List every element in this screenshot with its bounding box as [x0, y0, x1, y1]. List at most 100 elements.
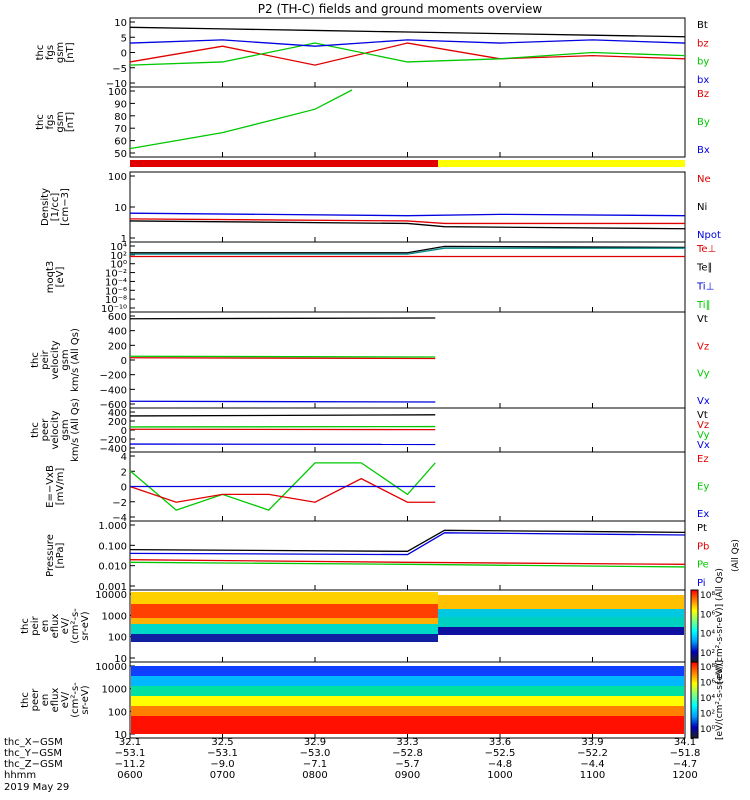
footer-value-z: −9.0: [210, 759, 234, 770]
ytick-label-peir-velocity: −400: [100, 385, 127, 396]
legend-density: Ni: [697, 202, 707, 213]
ylabel-pressure: [nPa]: [55, 542, 66, 568]
ylabel-peir-eflux: (cm²-s-: [70, 608, 81, 644]
legend-pressure: Pb: [697, 541, 709, 552]
series-pressure-Pt: [129, 529, 686, 552]
legend-temperature: Te⊥: [696, 244, 716, 255]
footer-value-x: 32.9: [304, 737, 326, 748]
spectro-band: [438, 617, 684, 627]
footer-value-z: −5.7: [395, 759, 419, 770]
ylabel-peer-eflux: eV/: [60, 691, 71, 708]
footer-value-z: −4.7: [673, 759, 697, 770]
footer-value-t: 0900: [395, 770, 420, 781]
series-peir-velocity-Vz: [129, 357, 436, 360]
ytick-label-peir-eflux: 100: [108, 633, 127, 644]
footer-value-y: −53.1: [207, 748, 238, 759]
ytick-label-peer-velocity: 200: [108, 417, 127, 428]
ytick-label-fgs-gsm-uncal: 100: [108, 87, 127, 98]
legend-efield: Ez: [697, 454, 709, 465]
ytick-label-fgs-gsm: −5: [112, 64, 127, 75]
footer-value-x: 32.1: [119, 737, 141, 748]
ylabel-peer-eflux: peer: [30, 688, 41, 712]
ylabel-peer-velocity: thc: [30, 422, 41, 438]
legend-efield: Ex: [697, 509, 709, 520]
ytick-label-efield: −4: [112, 513, 127, 524]
ytick-label-fgs-gsm-uncal: 80: [114, 112, 127, 123]
ylabel-fgs-gsm: [nT]: [65, 42, 76, 62]
ylabel-pressure: Pressure: [45, 534, 56, 577]
ytick-label-peir-velocity: 200: [108, 341, 127, 352]
colorbar-tick-peir-eflux: 10⁸: [700, 591, 715, 601]
legend-fgs-gsm: bx: [697, 75, 709, 86]
footer-value-z: −4.8: [488, 759, 512, 770]
ytick-label-peir-velocity: 400: [108, 327, 127, 338]
spectro-band: [131, 706, 684, 716]
colorbar-tick-peer-eflux: 10⁸: [700, 663, 715, 673]
legend-fgs-gsm: Bt: [697, 20, 708, 31]
ytick-label-pressure: 0.010: [98, 562, 127, 573]
ytick-label-temperature: 10⁴: [110, 242, 127, 253]
legend-peir-velocity: Vy: [697, 369, 710, 380]
colorbar-label-peir-eflux: [eV/(cm²-s-sr-eV)] (All Qs): [715, 568, 725, 684]
ytick-label-pressure: 0.100: [98, 541, 127, 552]
ylabel-peir-eflux: en: [40, 620, 51, 633]
ylabel-density: [cm−3]: [60, 188, 71, 226]
ylabel-peer-eflux: en: [40, 694, 51, 707]
footer-value-x: 34.1: [674, 737, 696, 748]
series-density-Ni: [129, 220, 686, 230]
ylabel-fgs-gsm-uncal: thc: [35, 114, 46, 130]
series-pressure-Pi: [129, 532, 686, 556]
legend-fgs-gsm: bz: [697, 38, 709, 49]
ytick-label-temperature: 10²: [110, 251, 127, 262]
spectro-band: [131, 676, 684, 686]
legend-density: Ne: [697, 174, 711, 185]
series-fgs-gsm-bx: [129, 39, 686, 47]
footer-value-z: −11.2: [115, 759, 146, 770]
footer-value-x: 33.6: [489, 737, 511, 748]
colorbar-peer-eflux: [690, 661, 699, 739]
ylabel-peir-eflux: eflux: [50, 614, 61, 639]
footer-value-t: 1200: [672, 770, 697, 781]
spectro-band: [438, 609, 684, 617]
ytick-label-temperature: 10⁻⁸: [105, 295, 127, 306]
spectro-band: [131, 592, 439, 604]
legend-peer-velocity: Vz: [697, 420, 709, 431]
colorbar-tick-peer-eflux: 10²: [700, 710, 715, 720]
series-temperature-Te∥: [130, 245, 686, 254]
ytick-label-temperature: 10⁻²: [105, 269, 127, 280]
ytick-label-peer-velocity: 400: [108, 408, 127, 419]
ylabel-fgs-gsm: gsm: [55, 42, 66, 63]
ytick-label-peir-eflux: 1000: [102, 611, 127, 622]
panel-frame-fgs-gsm-uncal: [129, 86, 686, 158]
colorbar-peir-eflux: [690, 589, 699, 663]
plot-title: P2 (TH-C) fields and ground moments over…: [258, 2, 543, 16]
ytick-label-efield: 4: [121, 452, 127, 463]
footer-value-x: 32.5: [211, 737, 233, 748]
series-pressure-Pb: [129, 559, 686, 565]
legend-fgs-gsm-uncal: Bz: [697, 89, 709, 100]
footer-row-label: thc_Z−GSM: [4, 759, 63, 770]
ytick-label-fgs-gsm-uncal: 50: [114, 149, 127, 160]
ylabel-fgs-gsm: fgs: [45, 45, 56, 60]
mode-bar-yellow: [438, 160, 685, 167]
spectro-band: [131, 666, 684, 676]
series-fgs-gsm-uncal-By: [129, 89, 353, 150]
legend-temperature: Te∥: [696, 263, 713, 274]
ylabel-peer-velocity: km/s (All Qs): [70, 398, 81, 462]
ylabel-peir-velocity: velocity: [50, 340, 61, 379]
ylabel-peir-eflux: peir: [30, 615, 41, 635]
spectro-band: [131, 618, 439, 624]
colorbar-tick-peir-eflux: 10⁴: [700, 630, 715, 640]
ylabel-peir-eflux: sr-eV): [80, 611, 91, 640]
ytick-label-fgs-gsm: −10: [106, 79, 127, 90]
ytick-label-efield: 2: [121, 467, 127, 478]
legend-peer-velocity: Vt: [697, 410, 708, 421]
ytick-label-temperature: 10⁻¹⁰: [101, 304, 127, 315]
legend-peer-velocity: Vy: [697, 430, 710, 441]
ylabel-peer-velocity: gsm: [60, 419, 71, 440]
series-peir-velocity-Vt: [129, 317, 436, 320]
ylabel-peer-eflux: eflux: [50, 688, 61, 713]
ylabel-peir-eflux: eV/: [60, 617, 71, 634]
ylabel-temperature: [eV]: [55, 267, 66, 288]
ytick-label-fgs-gsm: 5: [121, 33, 127, 44]
